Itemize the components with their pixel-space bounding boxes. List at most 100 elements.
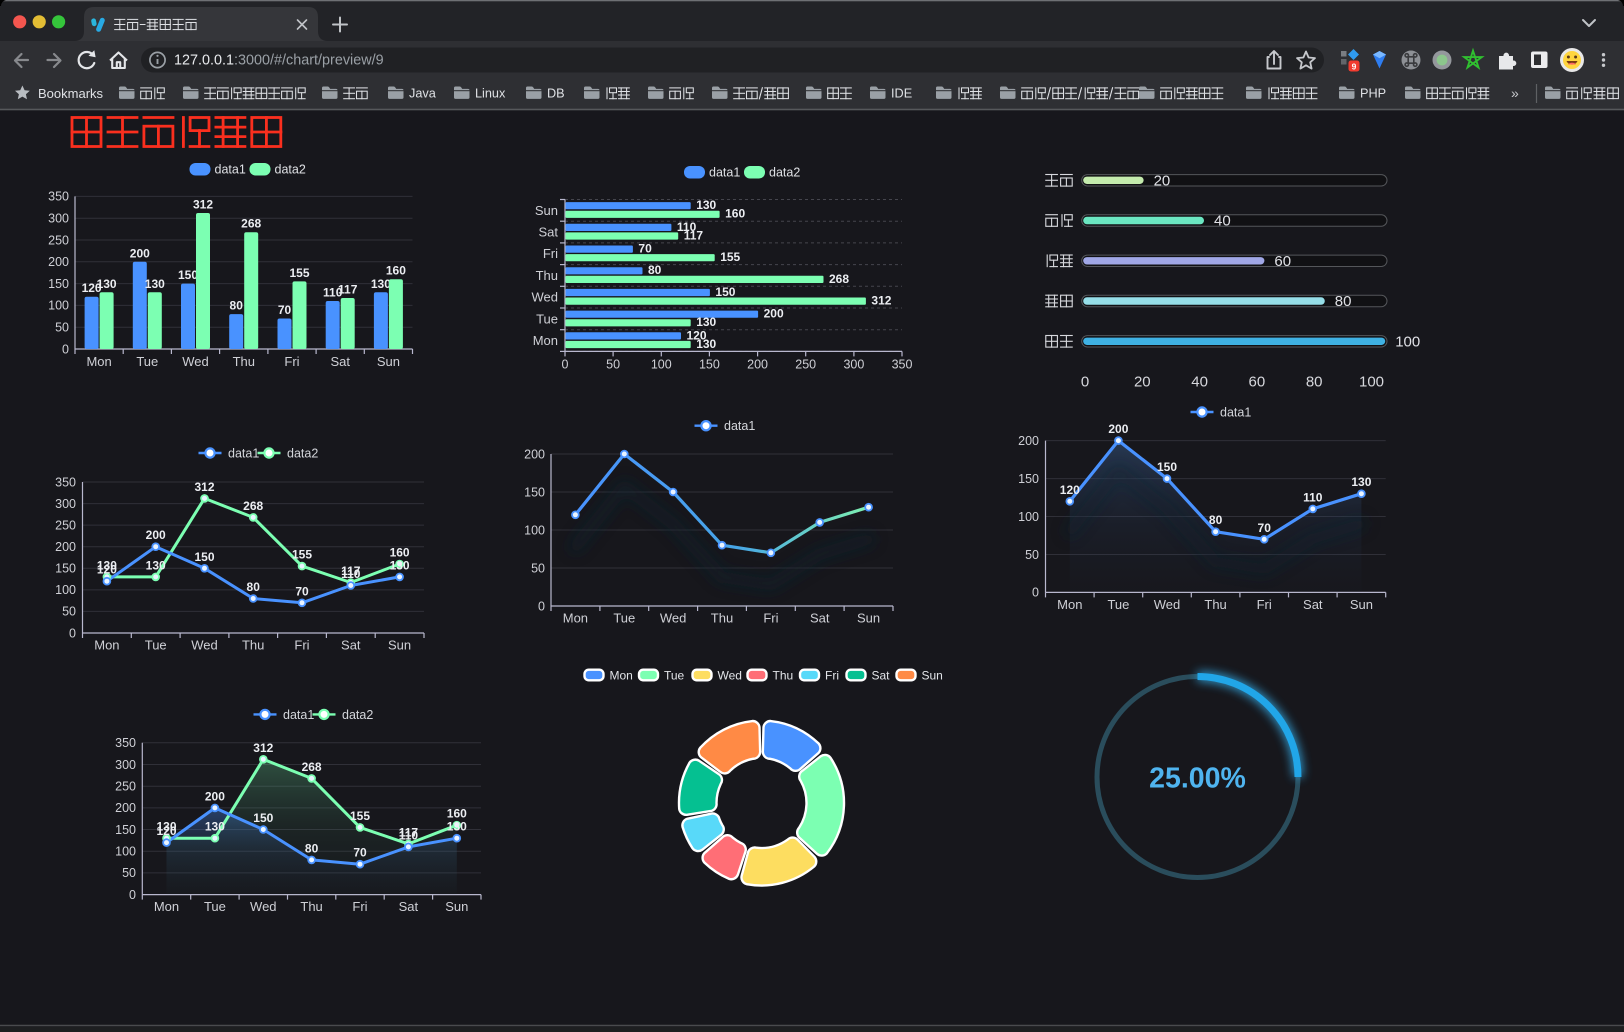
svg-text:80: 80	[1209, 513, 1223, 527]
svg-text:0: 0	[62, 342, 69, 356]
svg-text:Thu: Thu	[711, 611, 733, 626]
svg-text:40: 40	[1191, 374, 1208, 391]
svg-text:300: 300	[115, 758, 136, 772]
svg-text:Fri: Fri	[1257, 597, 1272, 612]
svg-text:0: 0	[1032, 586, 1039, 600]
svg-text:130: 130	[145, 277, 165, 291]
svg-text:110: 110	[323, 286, 343, 300]
svg-text:Linux: Linux	[475, 86, 506, 100]
svg-text:Tue: Tue	[136, 354, 158, 369]
svg-text:80: 80	[230, 299, 244, 313]
svg-text:80: 80	[1335, 293, 1352, 310]
svg-text:Fri: Fri	[763, 611, 778, 626]
svg-text:350: 350	[48, 190, 69, 204]
svg-text:130: 130	[97, 558, 117, 572]
svg-text:Mon: Mon	[563, 611, 588, 626]
svg-text:0: 0	[69, 626, 76, 640]
svg-text:Wed: Wed	[250, 899, 277, 914]
svg-text:312: 312	[193, 198, 213, 212]
svg-text:150: 150	[699, 358, 720, 372]
svg-text:150: 150	[115, 823, 136, 837]
svg-text:250: 250	[115, 780, 136, 794]
svg-text:data2: data2	[769, 166, 800, 180]
svg-text:Fri: Fri	[543, 246, 558, 261]
svg-text:Bookmarks: Bookmarks	[38, 86, 104, 101]
svg-text:50: 50	[62, 605, 76, 619]
svg-text:IDE: IDE	[891, 86, 912, 100]
svg-text:150: 150	[715, 285, 735, 299]
svg-text:Thu: Thu	[1204, 597, 1226, 612]
svg-text:100: 100	[524, 523, 545, 537]
svg-text:Tue: Tue	[1107, 597, 1129, 612]
svg-text:250: 250	[795, 358, 816, 372]
svg-text:150: 150	[1018, 472, 1039, 486]
svg-text:Mon: Mon	[154, 899, 179, 914]
svg-text:Mon: Mon	[86, 354, 111, 369]
svg-text:200: 200	[146, 528, 166, 542]
svg-text:20: 20	[1154, 173, 1171, 190]
svg-text:300: 300	[55, 497, 76, 511]
svg-text:200: 200	[764, 307, 784, 321]
svg-text:Fri: Fri	[352, 899, 367, 914]
svg-text:data1: data1	[283, 708, 314, 722]
svg-text:70: 70	[638, 242, 652, 256]
svg-text:50: 50	[122, 866, 136, 880]
svg-text:Mon: Mon	[533, 333, 558, 348]
svg-text:130: 130	[371, 277, 391, 291]
svg-text:40: 40	[1214, 213, 1231, 230]
svg-text:120: 120	[1060, 483, 1080, 497]
svg-text:110: 110	[399, 828, 419, 842]
svg-text:100: 100	[115, 845, 136, 859]
svg-text:130: 130	[390, 558, 410, 572]
svg-text:Sat: Sat	[872, 668, 891, 682]
svg-text:70: 70	[278, 303, 292, 317]
svg-text:Sun: Sun	[377, 354, 400, 369]
svg-text:Sun: Sun	[535, 203, 558, 218]
svg-text:80: 80	[1306, 374, 1323, 391]
svg-text:130: 130	[97, 277, 117, 291]
svg-text:268: 268	[302, 760, 322, 774]
svg-text:110: 110	[1303, 490, 1323, 504]
svg-text:»: »	[1511, 85, 1519, 101]
svg-text:200: 200	[130, 246, 150, 260]
svg-text:150: 150	[1157, 460, 1177, 474]
svg-text:130: 130	[696, 198, 716, 212]
svg-text:130: 130	[146, 558, 166, 572]
svg-text:data1: data1	[215, 163, 246, 177]
svg-text:100: 100	[651, 358, 672, 372]
svg-text:50: 50	[531, 561, 545, 575]
svg-text:268: 268	[241, 217, 261, 231]
svg-text:312: 312	[871, 294, 891, 308]
svg-text:Wed: Wed	[718, 668, 742, 682]
svg-text:Mon: Mon	[94, 638, 119, 653]
svg-text:200: 200	[1108, 422, 1128, 436]
svg-text:200: 200	[524, 447, 545, 461]
svg-text:25.00%: 25.00%	[1149, 763, 1246, 795]
svg-text:120: 120	[97, 563, 117, 577]
svg-text:Mon: Mon	[1057, 597, 1082, 612]
svg-text:150: 150	[524, 485, 545, 499]
svg-text:data2: data2	[275, 163, 306, 177]
svg-text:117: 117	[684, 228, 704, 242]
svg-text:9: 9	[1352, 62, 1357, 72]
svg-text:data1: data1	[228, 447, 259, 461]
svg-text:50: 50	[1025, 548, 1039, 562]
svg-text:155: 155	[720, 250, 740, 264]
svg-text:150: 150	[253, 811, 273, 825]
svg-text:117: 117	[399, 825, 419, 839]
svg-text:Thu: Thu	[242, 638, 264, 653]
svg-text:350: 350	[892, 358, 913, 372]
svg-text:130: 130	[696, 315, 716, 329]
svg-text:117: 117	[338, 283, 358, 297]
svg-text:160: 160	[390, 546, 410, 560]
svg-text:Sat: Sat	[399, 899, 419, 914]
svg-text:110: 110	[677, 220, 697, 234]
svg-text:Tue: Tue	[145, 638, 167, 653]
svg-text:Sun: Sun	[922, 668, 943, 682]
svg-text:Sun: Sun	[1350, 597, 1373, 612]
svg-text:data2: data2	[287, 447, 318, 461]
svg-text:312: 312	[194, 480, 214, 494]
svg-text:350: 350	[115, 736, 136, 750]
svg-text:Wed: Wed	[532, 290, 559, 305]
svg-text:data1: data1	[1220, 406, 1251, 420]
